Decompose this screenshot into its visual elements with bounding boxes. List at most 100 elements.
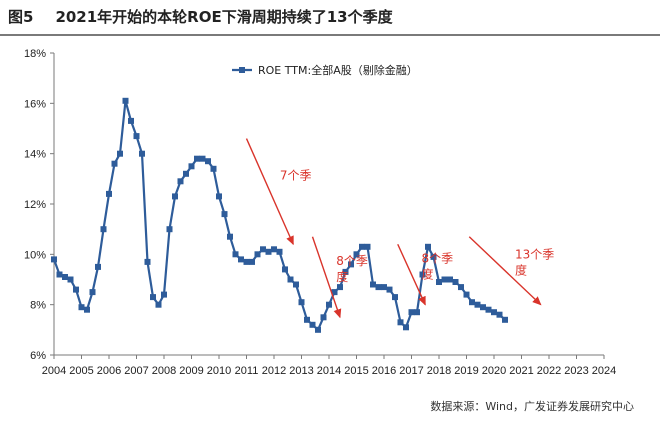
data-point	[144, 258, 151, 265]
data-point	[84, 306, 90, 313]
data-point	[287, 276, 294, 283]
data-point	[166, 226, 173, 233]
data-point	[392, 294, 398, 301]
data-point	[205, 158, 211, 165]
data-point	[414, 309, 420, 316]
annotation-label: 度	[336, 269, 348, 284]
data-point	[199, 155, 206, 162]
y-tick-label: 6%	[30, 350, 46, 362]
figure-title: 图5 2021年开始的本轮ROE下滑周期持续了13个季度	[8, 6, 393, 27]
y-tick-label: 16%	[24, 98, 46, 110]
data-point	[309, 321, 316, 328]
data-point	[78, 304, 85, 311]
data-point	[227, 233, 233, 240]
legend-marker-swatch	[239, 67, 245, 73]
x-tick-label: 2006	[97, 365, 121, 377]
x-tick-label: 2020	[482, 365, 506, 377]
data-point	[502, 316, 508, 323]
data-point	[95, 263, 101, 270]
data-point	[139, 150, 145, 157]
data-point	[403, 324, 409, 331]
data-point	[370, 281, 376, 288]
data-point	[238, 256, 244, 263]
legend-label: ROE TTM:全部A股（剔除金融）	[258, 63, 418, 77]
data-point	[425, 243, 431, 250]
data-point	[447, 276, 453, 283]
data-point	[51, 256, 57, 263]
annotation-label: 7个季	[280, 168, 312, 182]
x-tick-label: 2004	[42, 365, 66, 377]
annotation-label: 8个季	[422, 251, 454, 265]
data-point	[348, 261, 354, 268]
x-tick-label: 2005	[69, 365, 93, 377]
data-point	[331, 289, 338, 296]
title-divider	[0, 34, 660, 36]
data-point	[282, 266, 288, 273]
data-point	[56, 271, 63, 278]
data-point	[359, 243, 365, 250]
data-point	[364, 243, 371, 250]
data-point	[326, 301, 332, 308]
trend-arrow	[397, 243, 426, 306]
data-point	[254, 251, 261, 258]
data-point	[161, 291, 167, 298]
data-point	[430, 253, 437, 260]
annotation-label: 13个季	[515, 248, 554, 262]
data-point	[150, 294, 156, 301]
x-tick-label: 2023	[564, 365, 588, 377]
x-tick-label: 2008	[152, 365, 176, 377]
x-tick-label: 2019	[454, 365, 478, 377]
data-point	[62, 274, 68, 280]
data-point	[304, 316, 310, 323]
data-point	[265, 248, 272, 255]
x-tick-label: 2024	[592, 365, 616, 377]
data-point	[188, 163, 195, 170]
data-point	[463, 291, 470, 298]
data-point	[232, 251, 239, 258]
data-point	[353, 251, 360, 258]
y-tick-label: 12%	[24, 199, 46, 211]
data-point	[210, 165, 217, 172]
data-point	[337, 284, 343, 291]
data-point	[276, 248, 283, 255]
x-tick-label: 2017	[399, 365, 423, 377]
annotation-label: 8个季	[336, 254, 368, 268]
data-point	[452, 279, 459, 285]
x-tick-label: 2013	[289, 365, 313, 377]
data-point	[320, 314, 327, 321]
axes: 6%8%10%12%14%16%18%2004 2005 2006 2007 2008 2…	[24, 48, 616, 377]
data-point	[216, 193, 222, 200]
data-point	[271, 246, 277, 253]
data-point	[117, 150, 123, 157]
x-tick-label: 2022	[537, 365, 561, 377]
data-point	[106, 190, 112, 197]
data-point	[128, 117, 134, 124]
data-point	[172, 193, 178, 200]
source-note: 数据来源：Wind，广发证券发展研究中心	[430, 400, 634, 413]
data-point	[221, 211, 228, 218]
data-point	[375, 284, 382, 291]
data-point	[419, 271, 426, 278]
trend-arrow	[311, 236, 342, 319]
x-tick-label: 2010	[207, 365, 231, 377]
data-point	[480, 304, 486, 311]
data-point	[249, 258, 255, 265]
data-point	[194, 155, 200, 162]
data-point	[155, 301, 162, 308]
data-point	[183, 170, 189, 177]
data-point	[177, 178, 184, 185]
annotation-label: 度	[422, 266, 434, 281]
data-point	[458, 284, 464, 291]
y-tick-label: 14%	[24, 149, 46, 161]
series-line	[52, 99, 506, 331]
x-tick-label: 2021	[509, 365, 533, 377]
x-tick-label: 2016	[372, 365, 396, 377]
data-point	[293, 281, 299, 288]
y-tick-label: 8%	[30, 300, 46, 312]
data-point	[436, 279, 442, 285]
x-tick-label: 2014	[317, 365, 341, 377]
data-point	[342, 268, 349, 275]
y-tick-label: 10%	[24, 249, 46, 261]
